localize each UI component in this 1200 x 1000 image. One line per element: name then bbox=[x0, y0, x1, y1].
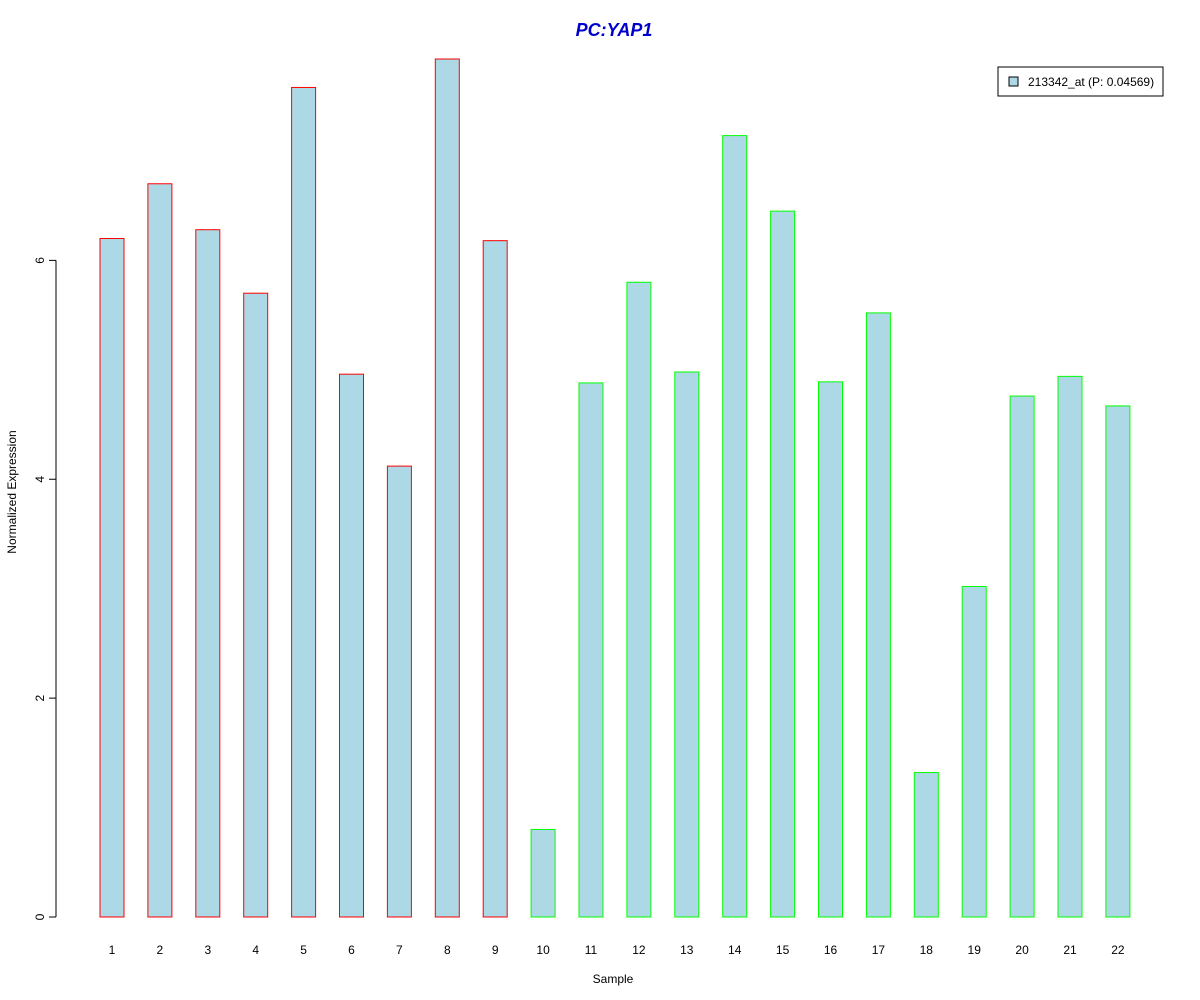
y-tick-label: 6 bbox=[33, 257, 47, 264]
bar-sample-19 bbox=[961, 585, 987, 918]
x-tick-label: 17 bbox=[872, 943, 886, 957]
legend: 213342_at (P: 0.04569) bbox=[997, 66, 1164, 97]
y-axis-label: Normalized Expression bbox=[5, 430, 19, 553]
bar-sample-22 bbox=[1105, 405, 1131, 918]
bar-sample-6 bbox=[339, 373, 364, 918]
x-tick-label: 18 bbox=[920, 943, 934, 957]
x-tick-label: 20 bbox=[1015, 943, 1029, 957]
bar-sample-20 bbox=[1009, 395, 1035, 918]
x-tick-label: 6 bbox=[348, 943, 355, 957]
x-tick-label: 9 bbox=[492, 943, 499, 957]
bar-sample-18 bbox=[913, 772, 939, 918]
chart-title: PC:YAP1 bbox=[576, 20, 653, 40]
x-tick-label: 15 bbox=[776, 943, 790, 957]
x-tick-label: 7 bbox=[396, 943, 403, 957]
bar-sample-7 bbox=[386, 465, 412, 918]
x-tick-label: 22 bbox=[1111, 943, 1125, 957]
x-tick-label: 8 bbox=[444, 943, 451, 957]
x-tick-label: 13 bbox=[680, 943, 694, 957]
x-tick-label: 19 bbox=[968, 943, 982, 957]
bars bbox=[99, 58, 1131, 918]
bar-sample-16 bbox=[818, 381, 843, 918]
bar-sample-15 bbox=[770, 210, 796, 918]
bar-sample-14 bbox=[722, 135, 748, 918]
x-tick-label: 21 bbox=[1063, 943, 1077, 957]
x-tick-label: 3 bbox=[204, 943, 211, 957]
x-tick-label: 16 bbox=[824, 943, 838, 957]
bar-sample-12 bbox=[626, 281, 652, 918]
x-axis-label: Sample bbox=[593, 972, 634, 986]
legend-box bbox=[997, 66, 1164, 97]
bar-sample-21 bbox=[1057, 375, 1083, 918]
bar-sample-11 bbox=[578, 382, 604, 918]
bar-sample-10 bbox=[530, 828, 556, 918]
bar-sample-4 bbox=[243, 292, 269, 918]
x-tick-label: 5 bbox=[300, 943, 307, 957]
bar-sample-9 bbox=[482, 240, 508, 918]
x-axis-ticks: 1 2 3 4 5 6 7 8 9 10 11 12 13 14 15 16 17 18 19 20 21 22 bbox=[109, 943, 1125, 957]
x-tick-label: 10 bbox=[536, 943, 550, 957]
x-tick-label: 12 bbox=[632, 943, 646, 957]
y-tick-label: 4 bbox=[33, 476, 47, 483]
bar-sample-13 bbox=[674, 371, 700, 918]
y-tick-label: 0 bbox=[33, 913, 47, 920]
legend-swatch bbox=[1008, 76, 1019, 87]
y-axis: 0 2 4 6 bbox=[33, 257, 57, 920]
x-tick-label: 2 bbox=[157, 943, 164, 957]
x-tick-label: 11 bbox=[585, 943, 598, 957]
x-tick-label: 4 bbox=[252, 943, 259, 957]
bar-sample-17 bbox=[865, 312, 891, 918]
legend-label: 213342_at (P: 0.04569) bbox=[1028, 75, 1154, 89]
x-tick-label: 1 bbox=[109, 943, 116, 957]
bar-sample-3 bbox=[195, 229, 221, 918]
y-tick-label: 2 bbox=[33, 694, 47, 701]
bar-sample-5 bbox=[291, 86, 317, 918]
bar-sample-2 bbox=[147, 183, 173, 918]
bar-sample-8 bbox=[434, 58, 460, 918]
x-tick-label: 14 bbox=[728, 943, 742, 957]
bar-sample-1 bbox=[99, 237, 125, 918]
